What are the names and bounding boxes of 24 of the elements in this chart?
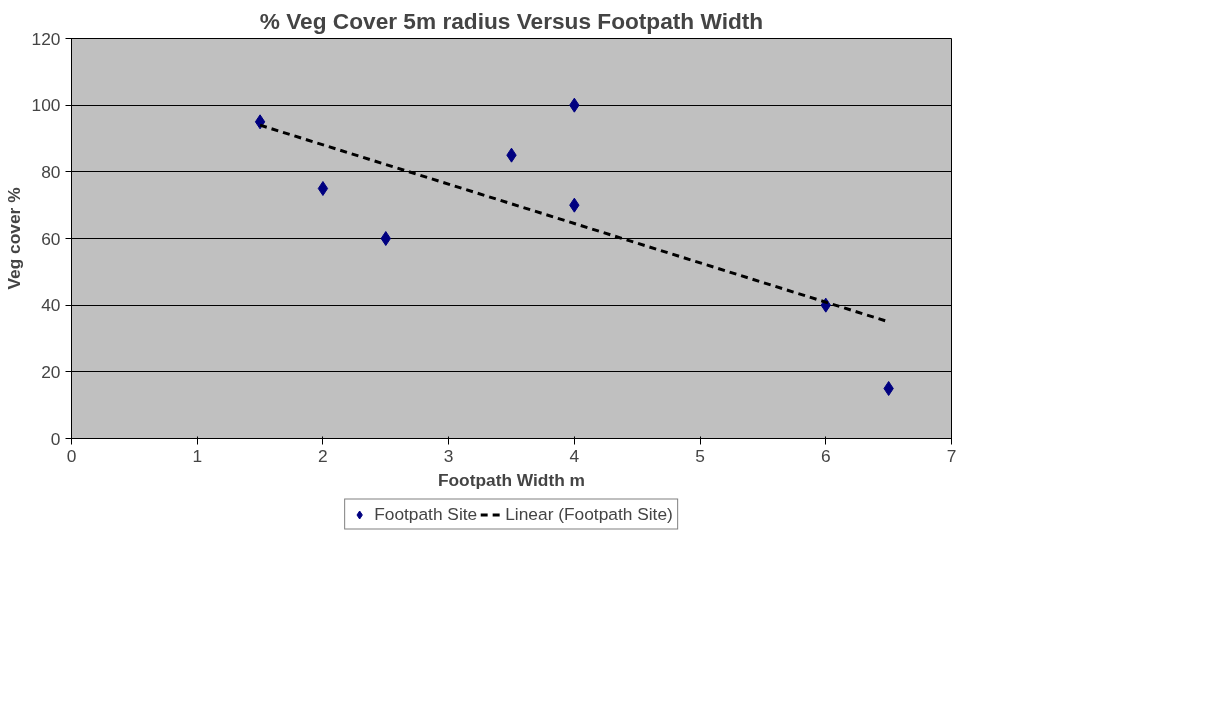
x-tick-label: 3 (443, 445, 454, 466)
y-tick-label: 120 (31, 28, 61, 49)
x-tick-label: 2 (318, 445, 328, 466)
x-tick-label: 6 (820, 445, 831, 466)
x-tick-label: 7 (946, 445, 957, 466)
point (254, 114, 266, 130)
y-tick-label: 40 (41, 295, 61, 316)
point (883, 381, 894, 396)
y-tick-label: 20 (41, 361, 61, 382)
y-axis-title: Veg cover % (3, 187, 24, 290)
legend-label: Footpath Site (374, 503, 478, 525)
x-tick-label: 4 (569, 445, 580, 466)
x-tick-label: 0 (66, 445, 77, 466)
point (380, 231, 391, 246)
chart-title: % Veg Cover 5m radius Versus Footpath Width (259, 7, 764, 34)
x-tick-label: 1 (192, 445, 203, 466)
y-tick-label: 100 (31, 95, 61, 116)
y-tick-label: 60 (41, 228, 61, 249)
point (317, 181, 329, 196)
legend-label: Linear (Footpath Site) (505, 503, 673, 525)
y-tick-label: 0 (50, 428, 61, 449)
x-tick-label: 5 (695, 445, 705, 466)
x-axis-title: Footpath Width m (437, 469, 586, 490)
y-tick-label: 80 (41, 161, 61, 182)
